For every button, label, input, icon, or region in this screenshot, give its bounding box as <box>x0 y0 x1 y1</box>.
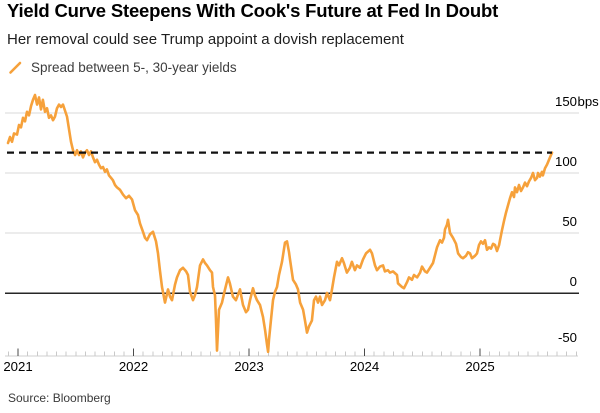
x-axis-labels: 2021 2022 2023 2024 2025 <box>3 359 494 374</box>
chart-subtitle: Her removal could see Trump appoint a do… <box>7 31 404 48</box>
y-axis-unit: bps <box>578 94 600 109</box>
x-axis <box>5 348 578 357</box>
year-label: 2022 <box>119 359 148 374</box>
y-tick-label: 0 <box>570 274 577 289</box>
year-label: 2025 <box>465 359 494 374</box>
year-label: 2024 <box>350 359 379 374</box>
legend-slash-icon <box>9 61 22 74</box>
y-axis-labels: 150 bps 100 50 0 -50 <box>555 94 599 345</box>
legend-label: Spread between 5-, 30-year yields <box>31 60 237 75</box>
gridlines <box>5 112 579 294</box>
y-tick-label: -50 <box>558 330 577 345</box>
spread-line <box>6 93 554 354</box>
y-tick-label: 100 <box>555 154 577 169</box>
year-label: 2023 <box>234 359 263 374</box>
year-label: 2021 <box>3 359 32 374</box>
y-tick-label: 50 <box>562 214 577 229</box>
y-tick-label: 150 <box>555 94 577 109</box>
source-note: Source: Bloomberg <box>8 391 111 405</box>
legend: Spread between 5-, 30-year yields <box>8 59 237 76</box>
chart-title: Yield Curve Steepens With Cook's Future … <box>7 0 499 21</box>
